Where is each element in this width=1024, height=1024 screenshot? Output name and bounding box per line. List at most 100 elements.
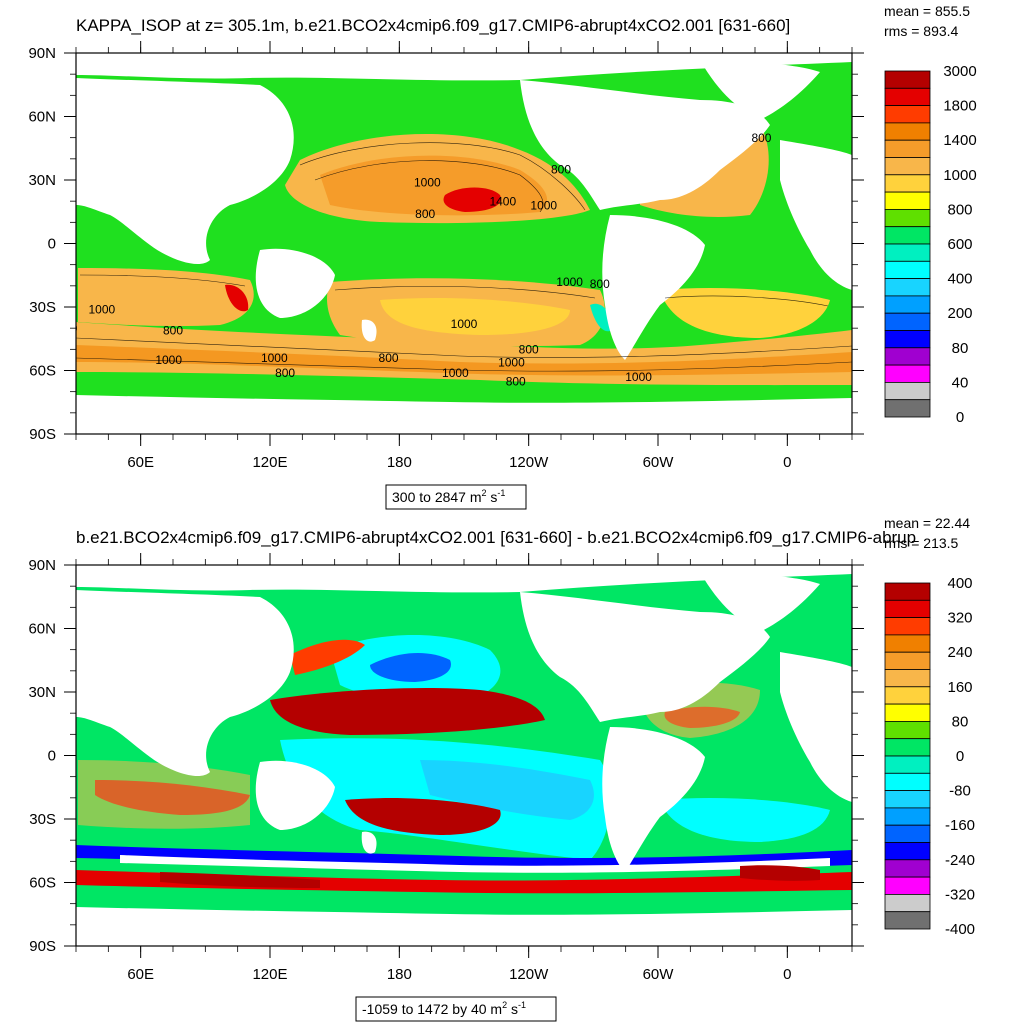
colorbar-swatch [884,312,931,331]
colorbar-label: 800 [947,201,972,218]
y-tick-label: 30N [28,684,56,701]
panel2-so-blue [76,845,852,871]
colorbar-label: 400 [947,271,972,288]
colorbar-swatch [884,617,931,636]
y-tick-label: 30S [29,299,56,316]
colorbar-swatch [884,174,931,193]
x-tick-label: 60W [643,454,675,471]
contour-label: 1000 [89,302,116,316]
contour-label: 1000 [261,351,288,365]
colorbar-swatch [884,842,931,861]
colorbar-swatch [884,347,931,366]
contour-label: 1000 [451,317,478,331]
colorbar-label: 40 [952,374,969,391]
panel1-indian-max [225,284,249,312]
colorbar-label: 400 [947,575,972,592]
panel2-colorbar: 400 320 240 160 80 0 -80 -160 -240 -320 -400 [884,575,975,938]
colorbar-label: -240 [945,852,975,869]
x-tick-label: 120W [509,966,549,983]
panel2-title: b.e21.BCO2x4cmip6.f09_g17.CMIP6-abrupt4x… [76,528,916,547]
y-tick-label: 60N [28,109,56,126]
x-tick-label: 120E [252,966,287,983]
contour-label: 1000 [625,370,652,384]
colorbar-label: -80 [949,783,971,800]
contour-label: 1000 [556,275,583,289]
colorbar-swatch [884,894,931,913]
colorbar-label: 80 [952,713,969,730]
colorbar-swatch [884,651,931,670]
colorbar-swatch [884,260,931,279]
colorbar-swatch [884,70,931,89]
colorbar-swatch [884,582,931,601]
panel1-mean: mean = 855.5 [884,3,970,19]
colorbar-swatch [884,807,931,826]
colorbar-swatch [884,738,931,757]
x-tick-label: 60E [127,454,154,471]
colorbar-swatch [884,634,931,653]
panel1-indian-gyre [78,268,254,327]
colorbar-swatch [884,87,931,107]
colorbar-swatch [884,669,931,688]
panel2-spac-red [345,798,501,835]
panel1-range-box: 300 to 2847 m2 s-1 [385,484,527,510]
panel2-npac-red [270,688,545,735]
colorbar-swatch [884,772,931,791]
x-tick-label: 60E [127,966,154,983]
colorbar-label: 1400 [943,132,976,149]
panel1-southern-belt-inner [76,345,852,376]
panel2-so-white [120,855,830,873]
panel1-range-sup2: -1 [497,488,505,498]
y-tick-label: 60S [29,363,56,380]
contour-label: 1400 [489,194,516,208]
colorbar-swatch [884,105,931,124]
contour-label: 800 [519,343,539,357]
panel2-map [76,565,852,946]
panel2-npac-blue [370,653,451,682]
colorbar-label: 0 [956,409,964,426]
panel2-so-darkred2 [740,865,820,881]
panel1-npac-max [443,187,501,212]
panel1-spac-core [380,298,570,335]
contour-label: 1000 [530,199,557,213]
colorbar-swatch [884,243,931,262]
colorbar-swatch [884,295,931,314]
y-tick-label: 90S [29,938,56,955]
panel2-range-sup1: 2 [502,1000,507,1010]
colorbar-swatch [884,824,931,843]
colorbar-swatch [884,157,931,176]
colorbar-swatch [884,139,931,158]
colorbar-label: 320 [947,610,972,627]
colorbar-swatch [884,859,931,878]
panel2-range-sup2: -1 [518,1000,526,1010]
colorbar-swatch [884,911,931,930]
colorbar-swatch [884,790,931,809]
colorbar-swatch [884,191,931,210]
colorbar-swatch [884,755,931,774]
panel2-so-darkred [160,872,320,888]
colorbar-swatch [884,226,931,245]
colorbar-swatch [884,686,931,705]
y-tick-label: 60N [28,621,56,638]
panel2-range-text: -1059 to 1472 by 40 m [362,1001,502,1017]
x-tick-label: 120E [252,454,287,471]
contour-label: 800 [163,324,183,338]
y-tick-label: 30N [28,172,56,189]
colorbar-swatch [884,703,931,722]
colorbar-label: -160 [945,817,975,834]
panel1-land [76,53,852,434]
panel1-range-mid: s [487,489,498,505]
contour-label: 800 [57,321,77,335]
colorbar-label: 160 [947,679,972,696]
y-tick-label: 60S [29,875,56,892]
panel2-pac-cyan [280,738,611,860]
colorbar-swatch [884,122,931,141]
x-tick-label: 0 [783,966,791,983]
contour-label: 800 [379,351,399,365]
panel1-rms: rms = 893.4 [884,23,959,39]
contour-label: 800 [751,131,771,145]
colorbar-label: 1000 [943,167,976,184]
panel-difference: b.e21.BCO2x4cmip6.f09_g17.CMIP6-abrupt4x… [28,515,975,1022]
